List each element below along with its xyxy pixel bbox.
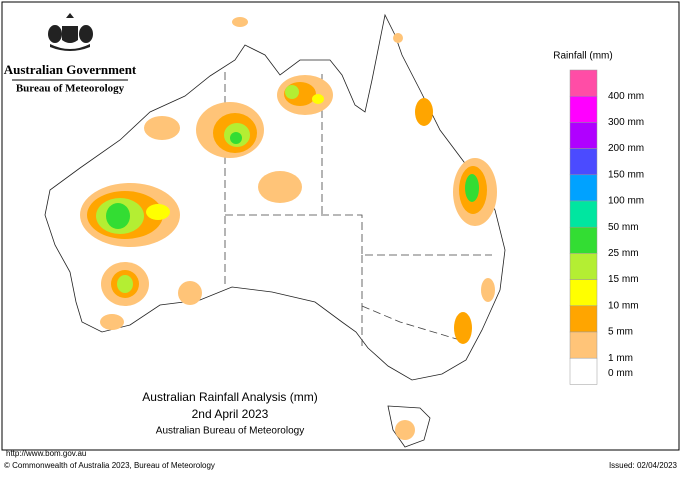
legend-label: 10 mm	[608, 300, 639, 311]
rainfall-areas	[80, 17, 497, 440]
legend-label: 25 mm	[608, 248, 639, 259]
legend-swatch	[569, 279, 598, 307]
footer-url: http://www.bom.gov.au	[6, 449, 86, 458]
government: Australian Government	[4, 62, 137, 77]
state-borders	[224, 72, 492, 346]
legend-swatch	[569, 305, 598, 333]
caption-source: Australian Bureau of Meteorology	[156, 426, 304, 437]
legend-label: 300 mm	[608, 117, 644, 128]
legend-label: 15 mm	[608, 274, 639, 285]
footer-copyright: © Commonwealth of Australia 2023, Bureau…	[4, 461, 215, 470]
legend-swatch	[569, 122, 598, 149]
legend: 400 mm 300 mm 200 mm 150 mm 100 mm 50 mm 25 mm…	[569, 69, 644, 385]
legend-swatch	[569, 331, 598, 359]
legend-swatch	[569, 357, 598, 385]
caption-date: 2nd April 2023	[192, 407, 269, 421]
legend-title: Rainfall (mm)	[553, 51, 612, 62]
crest	[48, 13, 93, 51]
bureau: Bureau of Meteorology	[16, 83, 125, 95]
legend-label: 0 mm	[608, 368, 633, 379]
legend-label: 400 mm	[608, 91, 644, 102]
legend-swatch	[569, 226, 598, 254]
legend-label: 150 mm	[608, 169, 644, 180]
legend-label: 1 mm	[608, 353, 633, 364]
legend-label: 100 mm	[608, 196, 644, 207]
legend-swatch	[569, 253, 598, 280]
legend-swatch	[569, 148, 598, 176]
legend-swatch	[569, 174, 598, 202]
legend-label: 5 mm	[608, 327, 633, 338]
legend-label: 200 mm	[608, 143, 644, 154]
legend-swatch	[569, 69, 598, 97]
legend-label: 50 mm	[608, 222, 639, 233]
legend-swatch	[569, 200, 598, 228]
caption-title: Australian Rainfall Analysis (mm)	[142, 390, 317, 404]
legend-swatch	[569, 95, 598, 123]
footer-issued: Issued: 02/04/2023	[609, 461, 678, 470]
